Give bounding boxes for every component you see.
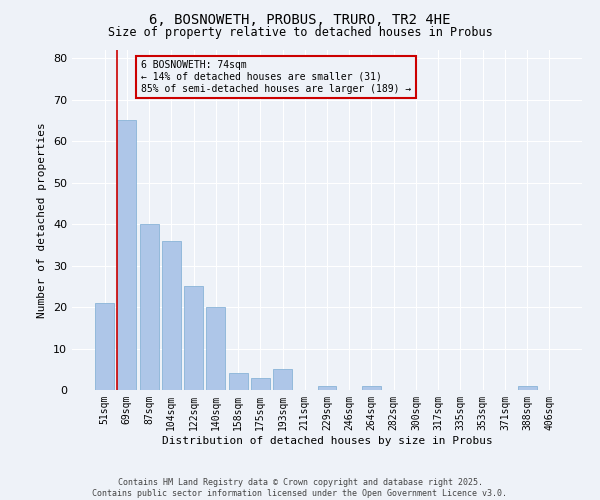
Y-axis label: Number of detached properties: Number of detached properties	[37, 122, 47, 318]
Bar	[95, 303, 114, 390]
Bar	[518, 386, 536, 390]
Text: Size of property relative to detached houses in Probus: Size of property relative to detached ho…	[107, 26, 493, 39]
Bar	[229, 374, 248, 390]
Bar	[206, 307, 225, 390]
X-axis label: Distribution of detached houses by size in Probus: Distribution of detached houses by size …	[161, 436, 493, 446]
Text: 6 BOSNOWETH: 74sqm
← 14% of detached houses are smaller (31)
85% of semi-detache: 6 BOSNOWETH: 74sqm ← 14% of detached hou…	[142, 60, 412, 94]
Text: Contains HM Land Registry data © Crown copyright and database right 2025.
Contai: Contains HM Land Registry data © Crown c…	[92, 478, 508, 498]
Bar	[251, 378, 270, 390]
Bar	[317, 386, 337, 390]
Text: 6, BOSNOWETH, PROBUS, TRURO, TR2 4HE: 6, BOSNOWETH, PROBUS, TRURO, TR2 4HE	[149, 12, 451, 26]
Bar	[273, 370, 292, 390]
Bar	[162, 240, 181, 390]
Bar	[184, 286, 203, 390]
Bar	[362, 386, 381, 390]
Bar	[140, 224, 158, 390]
Bar	[118, 120, 136, 390]
